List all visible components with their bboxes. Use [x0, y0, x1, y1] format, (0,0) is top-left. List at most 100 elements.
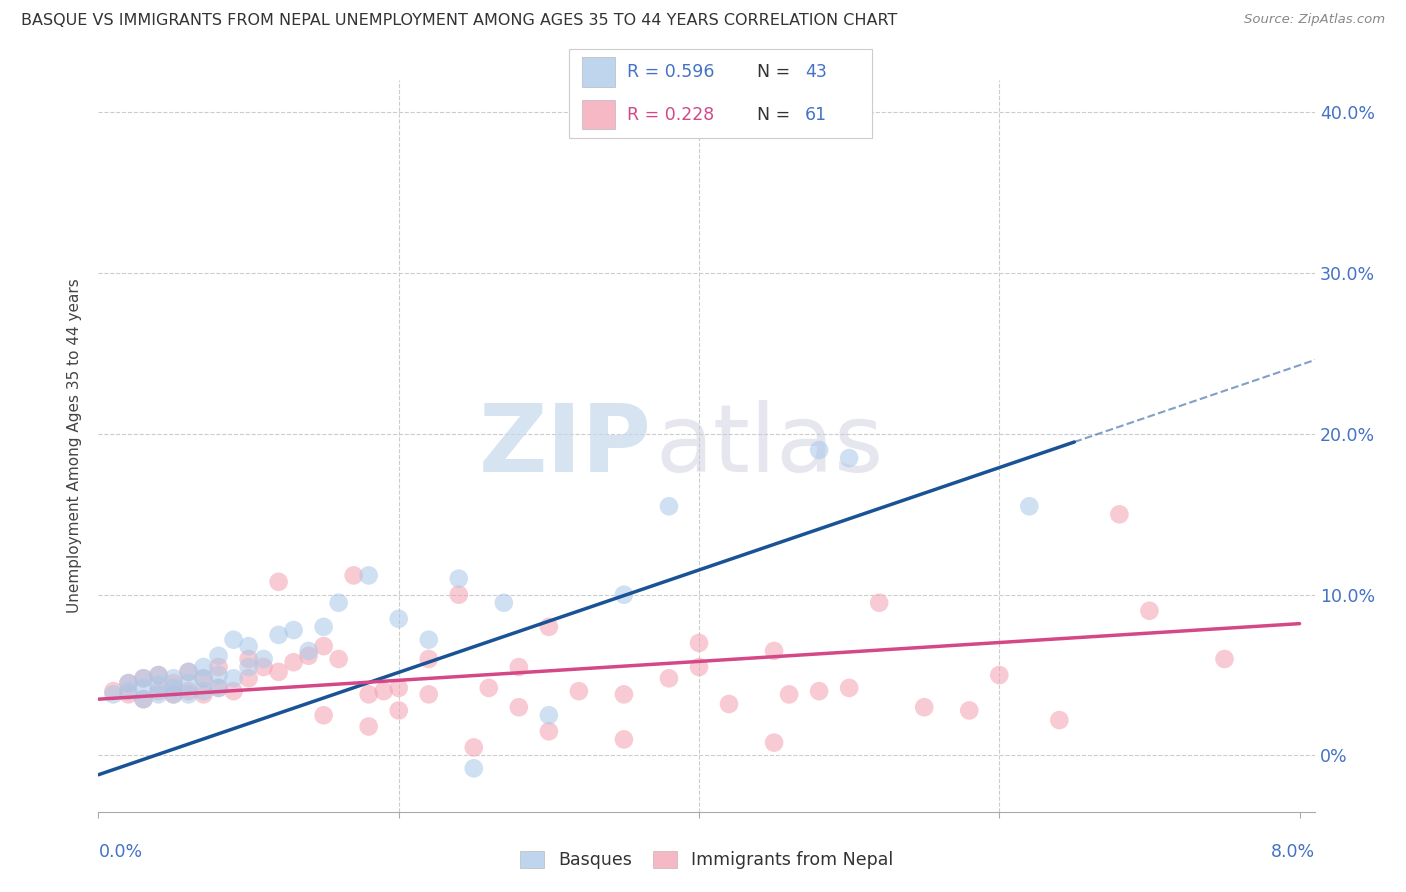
Point: [207, 668, 229, 682]
Point: [613, 732, 636, 747]
Point: [267, 665, 290, 679]
Point: [508, 660, 530, 674]
Point: [388, 703, 411, 717]
Point: [207, 681, 229, 695]
Point: [132, 671, 155, 685]
Point: [357, 719, 380, 733]
Point: [177, 687, 200, 701]
Point: [1139, 604, 1161, 618]
Point: [568, 684, 591, 698]
Point: [148, 678, 170, 692]
Text: N =: N =: [756, 62, 796, 81]
Point: [508, 700, 530, 714]
Point: [418, 632, 440, 647]
FancyBboxPatch shape: [582, 57, 614, 87]
Point: [177, 676, 200, 690]
Point: [447, 588, 470, 602]
Point: [207, 660, 229, 674]
Text: R = 0.228: R = 0.228: [627, 105, 714, 124]
Point: [298, 648, 321, 663]
Point: [252, 652, 274, 666]
Point: [148, 684, 170, 698]
Point: [718, 697, 741, 711]
Point: [343, 568, 366, 582]
Point: [658, 671, 681, 685]
Point: [537, 620, 560, 634]
Point: [763, 736, 786, 750]
Point: [207, 681, 229, 695]
Point: [1047, 713, 1070, 727]
Point: [117, 687, 139, 701]
Point: [658, 500, 681, 514]
Text: atlas: atlas: [655, 400, 884, 492]
Legend: Basques, Immigrants from Nepal: Basques, Immigrants from Nepal: [513, 844, 900, 876]
Point: [537, 724, 560, 739]
Point: [463, 740, 485, 755]
Point: [613, 687, 636, 701]
Point: [808, 443, 831, 458]
Point: [207, 648, 229, 663]
Point: [688, 636, 710, 650]
Point: [357, 687, 380, 701]
Point: [177, 665, 200, 679]
Point: [328, 596, 350, 610]
Point: [312, 708, 335, 723]
Point: [298, 644, 321, 658]
Point: [132, 681, 155, 695]
Point: [838, 681, 860, 695]
Point: [162, 687, 184, 701]
Point: [162, 671, 184, 685]
Point: [222, 671, 245, 685]
Point: [418, 687, 440, 701]
Point: [148, 668, 170, 682]
Point: [537, 708, 560, 723]
Text: 8.0%: 8.0%: [1271, 843, 1315, 861]
Point: [238, 652, 260, 666]
Point: [763, 644, 786, 658]
Point: [1018, 500, 1040, 514]
Point: [117, 676, 139, 690]
Point: [283, 623, 305, 637]
Point: [222, 632, 245, 647]
Point: [312, 620, 335, 634]
Point: [418, 652, 440, 666]
FancyBboxPatch shape: [569, 49, 872, 138]
Point: [688, 660, 710, 674]
Point: [162, 687, 184, 701]
Point: [312, 639, 335, 653]
Point: [988, 668, 1011, 682]
Point: [177, 684, 200, 698]
Point: [177, 665, 200, 679]
Point: [373, 684, 395, 698]
Point: [238, 671, 260, 685]
Point: [357, 568, 380, 582]
Point: [1108, 508, 1130, 522]
Point: [478, 681, 501, 695]
Point: [148, 668, 170, 682]
Text: ZIP: ZIP: [479, 400, 652, 492]
Point: [957, 703, 980, 717]
Point: [267, 574, 290, 589]
Point: [238, 639, 260, 653]
Point: [193, 687, 215, 701]
Y-axis label: Unemployment Among Ages 35 to 44 years: Unemployment Among Ages 35 to 44 years: [67, 278, 83, 614]
Point: [132, 671, 155, 685]
Point: [328, 652, 350, 666]
Point: [778, 687, 800, 701]
Point: [252, 660, 274, 674]
Point: [238, 660, 260, 674]
Point: [193, 671, 215, 685]
Point: [492, 596, 515, 610]
Point: [222, 684, 245, 698]
Text: Source: ZipAtlas.com: Source: ZipAtlas.com: [1244, 13, 1385, 27]
Point: [463, 761, 485, 775]
Text: N =: N =: [756, 105, 796, 124]
Point: [267, 628, 290, 642]
Text: BASQUE VS IMMIGRANTS FROM NEPAL UNEMPLOYMENT AMONG AGES 35 TO 44 YEARS CORRELATI: BASQUE VS IMMIGRANTS FROM NEPAL UNEMPLOY…: [21, 13, 897, 29]
Text: R = 0.596: R = 0.596: [627, 62, 714, 81]
Point: [447, 572, 470, 586]
Text: 43: 43: [806, 62, 827, 81]
Point: [132, 692, 155, 706]
Point: [103, 684, 125, 698]
Point: [193, 684, 215, 698]
